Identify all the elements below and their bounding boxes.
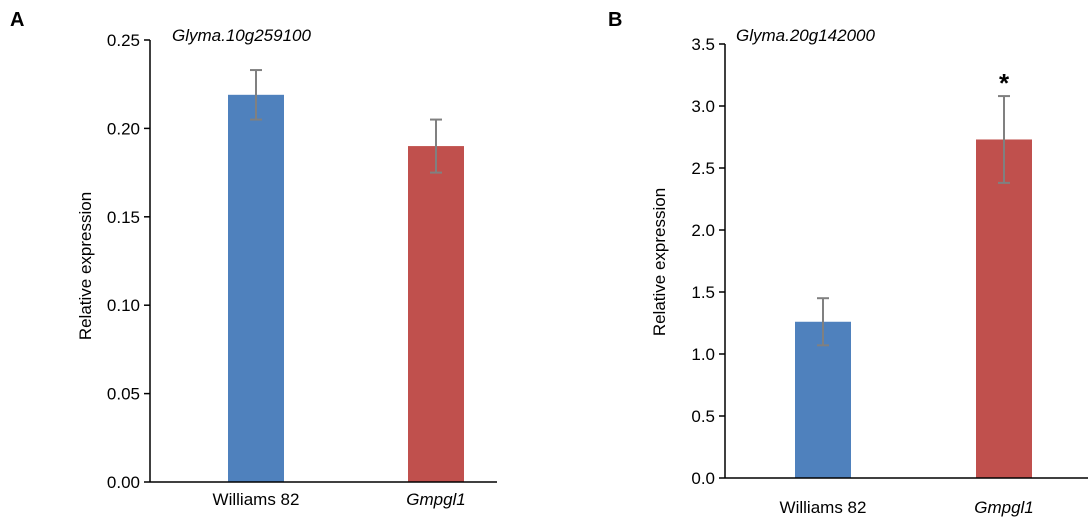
panel-a-y-tick-label: 0.20 bbox=[107, 119, 140, 138]
panel-b-y-tick-label: 0.5 bbox=[691, 407, 715, 426]
panel-a-y-tick-label: 0.05 bbox=[107, 385, 140, 404]
panel-b-bar-gmpgl1 bbox=[976, 139, 1032, 479]
panel-b-y-tick-label: 3.0 bbox=[691, 97, 715, 116]
panel-b-y-tick-label: 1.0 bbox=[691, 345, 715, 364]
panel-b-bar-williams-82 bbox=[795, 321, 851, 478]
panel-b-gene-title: Glyma.20g142000 bbox=[736, 26, 875, 45]
panel-a-y-tick-label: 0.00 bbox=[107, 473, 140, 492]
panel-a: A Glyma.10g259100 Relative expression 0.… bbox=[10, 9, 497, 509]
panel-a-bar-williams-82 bbox=[228, 94, 284, 483]
panel-a-y-tick-label: 0.10 bbox=[107, 296, 140, 315]
panel-b-y-tick-label: 2.5 bbox=[691, 159, 715, 178]
panel-b-category-label-gmpgl1: Gmpgl1 bbox=[974, 498, 1034, 517]
panel-b-y-tick-label: 2.0 bbox=[691, 221, 715, 240]
panel-a-gene-title: Glyma.10g259100 bbox=[172, 26, 311, 45]
panel-a-plot-area: 0.00 0.05 0.10 0.15 0.20 0.25 bbox=[107, 31, 497, 492]
panel-a-category-label-gmpgl1: Gmpgl1 bbox=[406, 490, 466, 509]
panel-a-bar-gmpgl1 bbox=[408, 146, 464, 482]
panel-a-y-axis-label: Relative expression bbox=[76, 192, 95, 340]
panel-b-y-tick-label: 0.0 bbox=[691, 469, 715, 488]
panel-b-y-axis-label: Relative expression bbox=[650, 188, 669, 336]
panel-a-category-label-williams-82: Williams 82 bbox=[213, 490, 300, 509]
panel-b-plot-area: * 0.0 0.5 1.0 1.5 2.0 2.5 3.0 3.5 bbox=[691, 35, 1088, 488]
panel-b-letter: B bbox=[608, 9, 622, 31]
panel-b: B Glyma.20g142000 Relative expression * 0… bbox=[608, 9, 1088, 517]
panel-b-y-tick-label: 3.5 bbox=[691, 35, 715, 54]
panel-b-y-tick-label: 1.5 bbox=[691, 283, 715, 302]
panel-a-y-tick-label: 0.25 bbox=[107, 31, 140, 50]
panel-b-significance-gmpgl1: * bbox=[999, 68, 1010, 98]
panel-a-letter: A bbox=[10, 9, 24, 31]
panel-b-category-label-williams-82: Williams 82 bbox=[780, 498, 867, 517]
panel-a-y-tick-label: 0.15 bbox=[107, 208, 140, 227]
